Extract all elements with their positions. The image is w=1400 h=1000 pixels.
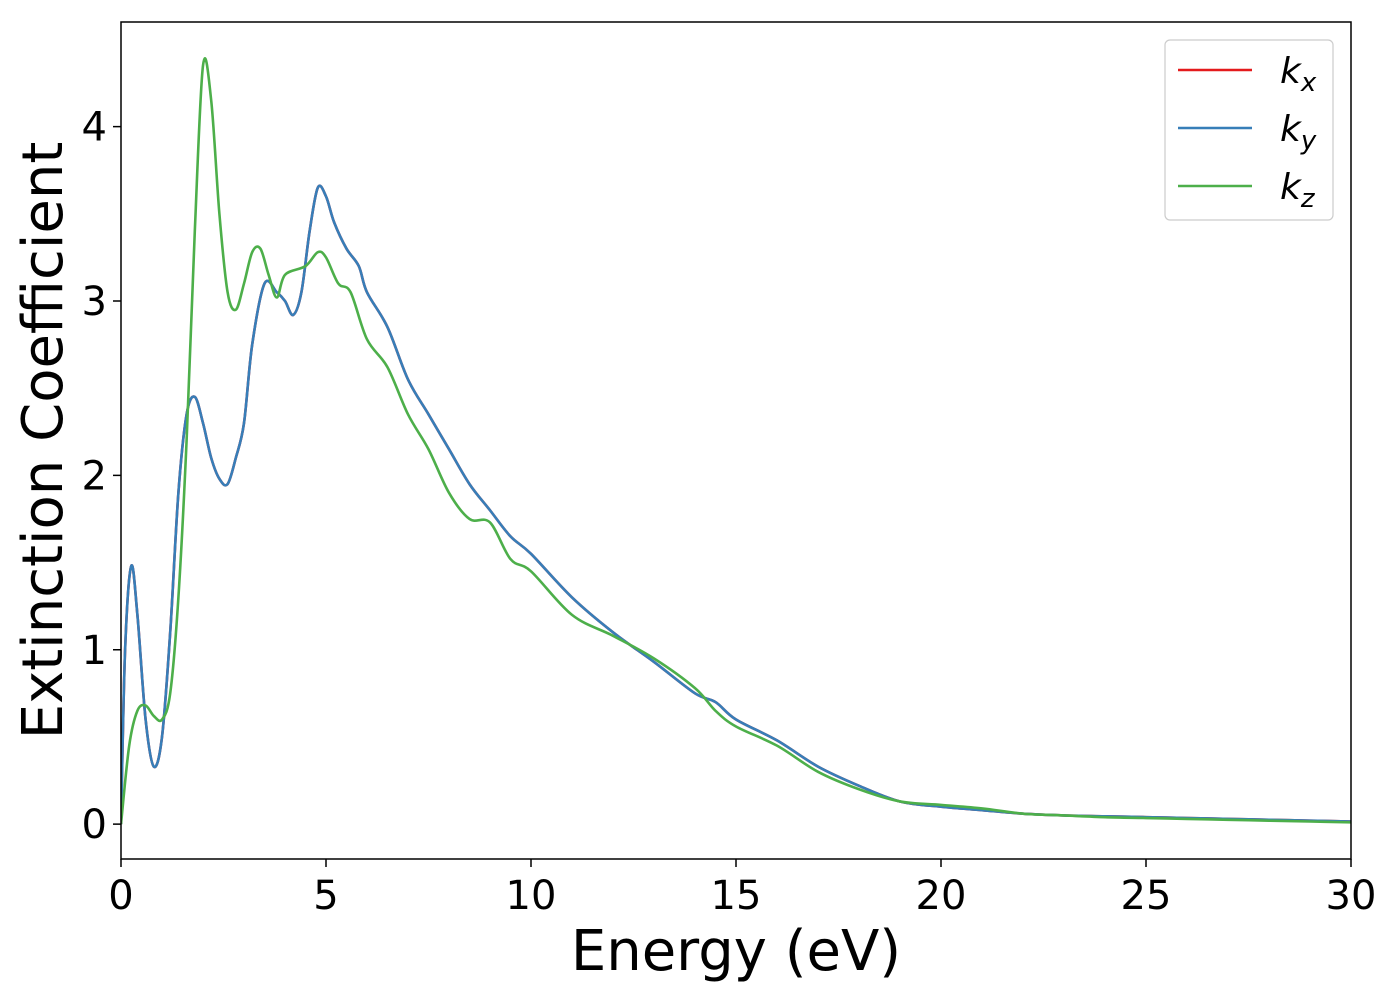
y-tick-label: 2 bbox=[82, 453, 107, 499]
plot-area bbox=[121, 57, 1351, 825]
series-line-y bbox=[121, 184, 1351, 825]
y-axis-label: Extinction Coefficient bbox=[11, 142, 76, 740]
x-tick-label: 10 bbox=[506, 873, 557, 919]
y-axis-ticks: 0 1 2 3 4 bbox=[82, 105, 121, 848]
x-axis-ticks: 0 5 10 15 20 25 30 bbox=[108, 859, 1376, 919]
legend-label-y: ky bbox=[1280, 109, 1317, 156]
x-tick-label: 15 bbox=[711, 873, 762, 919]
y-tick-label: 4 bbox=[82, 105, 107, 151]
legend-label-z: kz bbox=[1280, 167, 1316, 214]
x-tick-label: 30 bbox=[1326, 873, 1377, 919]
series-line-z bbox=[121, 57, 1351, 825]
x-tick-label: 20 bbox=[916, 873, 967, 919]
legend-box bbox=[1164, 39, 1334, 221]
legend-label-x: kx bbox=[1280, 51, 1317, 98]
x-tick-label: 25 bbox=[1121, 873, 1172, 919]
legend: kx ky kz bbox=[1164, 39, 1334, 221]
x-tick-label: 0 bbox=[108, 873, 133, 919]
x-axis-label: Energy (eV) bbox=[571, 919, 901, 984]
y-tick-label: 1 bbox=[82, 628, 107, 674]
series-line-x bbox=[121, 184, 1351, 825]
x-tick-label: 5 bbox=[313, 873, 338, 919]
plot-frame bbox=[120, 21, 1352, 860]
y-tick-label: 0 bbox=[82, 802, 107, 848]
y-tick-label: 3 bbox=[82, 279, 107, 325]
